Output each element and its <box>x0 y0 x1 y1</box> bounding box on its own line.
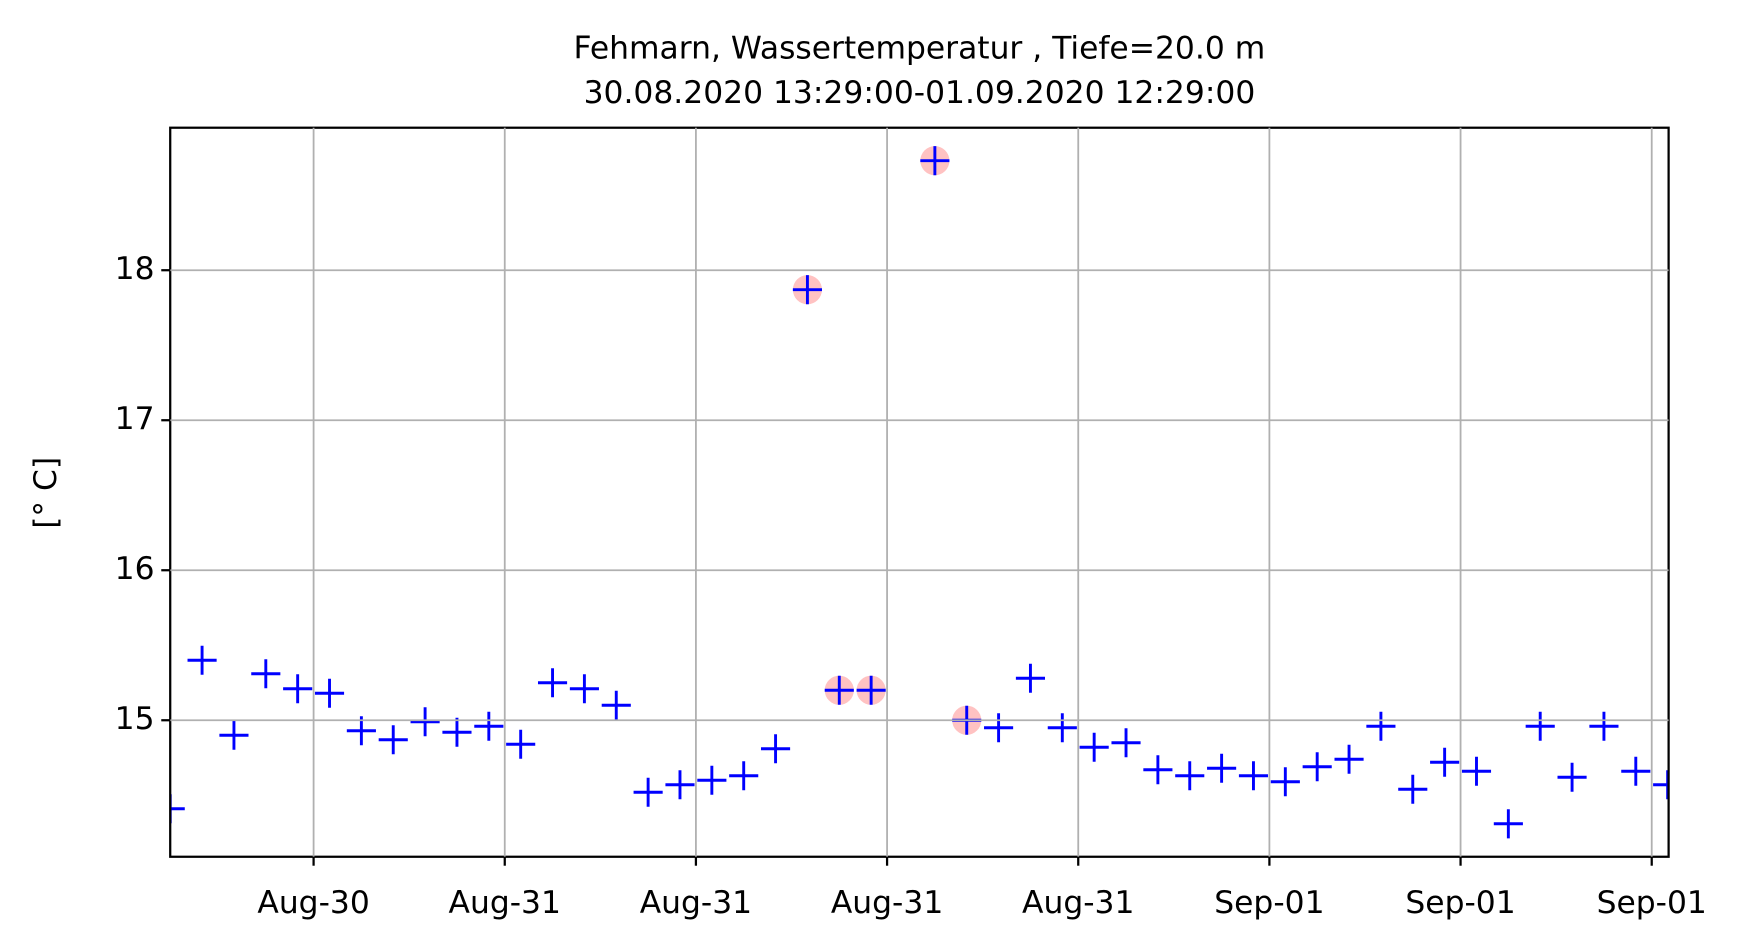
plus-marker <box>442 717 472 747</box>
plus-marker <box>1047 713 1077 743</box>
plus-marker <box>537 668 568 698</box>
plus-marker <box>1302 752 1332 782</box>
x-tick-label: Aug-30 <box>257 885 369 921</box>
chart-subtitle: 30.08.2020 13:29:00-01.09.2020 12:29:00 <box>584 75 1256 111</box>
plus-marker <box>601 690 631 720</box>
plus-marker <box>856 675 886 705</box>
plus-marker <box>1015 663 1046 693</box>
plus-marker <box>474 711 504 741</box>
x-tick-label: Aug-31 <box>831 885 943 921</box>
plus-marker <box>665 770 695 800</box>
plus-marker <box>1557 762 1587 792</box>
axes-frame <box>169 126 1670 858</box>
plus-marker <box>314 678 345 708</box>
y-tick-label: 16 <box>115 551 155 587</box>
plus-marker <box>569 674 599 704</box>
x-tick-label: Aug-31 <box>449 885 561 921</box>
plus-marker <box>1589 711 1619 741</box>
plus-marker <box>920 146 950 176</box>
plus-marker <box>792 275 822 305</box>
plus-marker <box>170 794 185 824</box>
plus-marker <box>1334 744 1364 774</box>
plus-marker <box>1398 774 1428 804</box>
plus-marker <box>506 729 536 759</box>
y-tick-label: 18 <box>115 251 155 287</box>
chart-title: Fehmarn, Wassertemperatur , Tiefe=20.0 m <box>574 30 1266 66</box>
y-tick-label: 17 <box>115 401 155 437</box>
plus-marker <box>824 675 854 705</box>
plus-marker <box>1175 761 1205 791</box>
plus-marker <box>378 725 408 755</box>
plus-marker <box>1461 756 1492 786</box>
plus-marker <box>219 720 249 750</box>
plot-area <box>170 146 1669 839</box>
plus-marker <box>1621 756 1651 786</box>
plus-marker <box>1238 761 1269 791</box>
plus-marker <box>1143 755 1173 785</box>
plus-marker <box>697 765 727 795</box>
plus-marker <box>729 761 759 791</box>
x-tick-label: Sep-01 <box>1405 885 1515 921</box>
plus-marker <box>761 734 791 764</box>
plus-marker <box>1111 728 1141 758</box>
plus-marker <box>633 777 663 807</box>
x-tick-label: Aug-31 <box>640 885 752 921</box>
plus-marker <box>187 645 217 675</box>
y-tick-label: 15 <box>115 701 155 737</box>
plus-marker <box>1525 711 1555 741</box>
plus-marker <box>1430 747 1460 777</box>
plus-marker <box>251 659 281 689</box>
plus-marker <box>1366 711 1396 741</box>
y-axis-label: [° C] <box>28 457 64 529</box>
plus-marker <box>984 713 1014 743</box>
plus-marker <box>410 707 440 737</box>
plus-marker <box>1493 809 1523 839</box>
plus-marker <box>1207 753 1237 783</box>
x-tick-label: Aug-31 <box>1022 885 1134 921</box>
plus-marker <box>283 674 313 704</box>
plus-marker <box>1270 767 1300 797</box>
plus-marker <box>1079 732 1109 762</box>
x-tick-label: Sep-01 <box>1597 885 1707 921</box>
x-tick-label: Sep-01 <box>1214 885 1324 921</box>
